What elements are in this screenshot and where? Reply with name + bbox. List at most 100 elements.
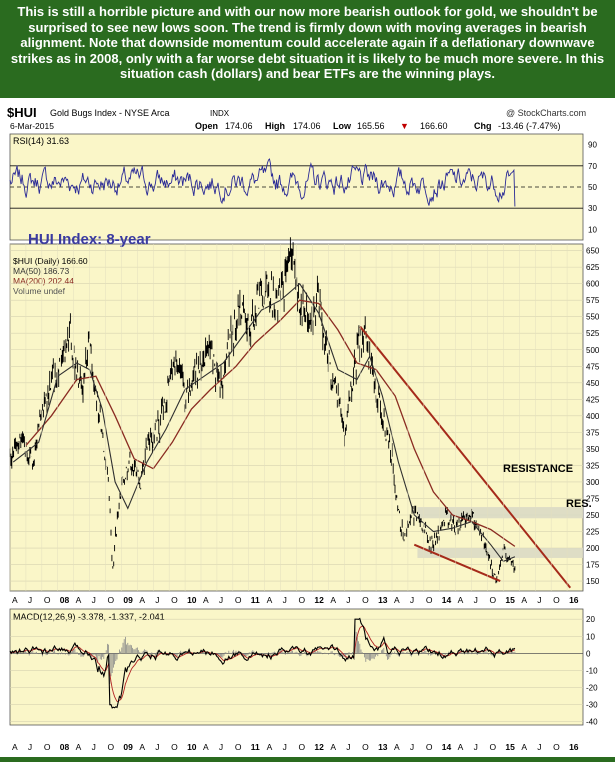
rsi-tick-label: 30 — [588, 204, 597, 213]
chg-value: -13.46 (-7.47%) — [498, 121, 561, 131]
macd-signal-line — [9, 625, 516, 702]
macd-x-tick-label: O — [490, 742, 497, 752]
symbol-label: $HUI — [7, 105, 37, 120]
legend-ma200: MA(200) 202.44 — [13, 276, 74, 286]
macd-x-tick-label: A — [203, 742, 209, 752]
macd-tick-label: 10 — [586, 632, 595, 641]
price-x-tick-label: J — [92, 595, 96, 605]
price-x-tick-label: 16 — [569, 595, 579, 605]
stockcharts-chart: $HUI Gold Bugs Index - NYSE Arca INDX @ … — [0, 98, 615, 757]
res-zone — [417, 548, 583, 558]
macd-tick-label: 0 — [586, 649, 591, 658]
price-x-tick-label: J — [474, 595, 478, 605]
rsi-title: RSI(14) 31.63 — [13, 136, 69, 146]
price-x-tick-label: J — [346, 595, 350, 605]
price-x-tick-label: O — [299, 595, 306, 605]
macd-x-tick-label: A — [394, 742, 400, 752]
macd-x-tick-label: O — [553, 742, 560, 752]
macd-x-tick-label: 08 — [60, 742, 70, 752]
macd-x-tick-label: A — [521, 742, 527, 752]
price-x-tick-label: A — [76, 595, 82, 605]
price-x-tick-label: O — [171, 595, 178, 605]
price-chart-title: HUI Index: 8-year — [28, 231, 151, 248]
price-tick-label: 175 — [586, 561, 600, 570]
price-tick-label: 350 — [586, 445, 600, 454]
price-tick-label: 525 — [586, 329, 600, 338]
macd-line — [9, 617, 516, 709]
legend-volume: Volume undef — [13, 286, 66, 296]
price-x-tick-label: 13 — [378, 595, 388, 605]
macd-x-tick-label: 15 — [505, 742, 515, 752]
price-tick-label: 275 — [586, 494, 600, 503]
price-x-tick-label: 12 — [314, 595, 324, 605]
price-x-tick-label: 11 — [251, 595, 260, 605]
price-tick-label: 225 — [586, 528, 600, 537]
price-tick-label: 500 — [586, 346, 600, 355]
macd-x-tick-label: A — [267, 742, 273, 752]
price-tick-label: 425 — [586, 395, 600, 404]
price-tick-label: 250 — [586, 511, 600, 520]
macd-x-tick-label: J — [92, 742, 96, 752]
price-x-tick-label: O — [553, 595, 560, 605]
price-x-tick-label: 10 — [187, 595, 197, 605]
resistance-label: RESISTANCE — [503, 463, 573, 475]
macd-x-tick-label: 12 — [314, 742, 324, 752]
macd-x-tick-label: A — [330, 742, 336, 752]
price-x-tick-label: 08 — [60, 595, 70, 605]
macd-x-tick-label: O — [108, 742, 115, 752]
rsi-tick-label: 70 — [588, 162, 597, 171]
price-x-tick-label: O — [362, 595, 369, 605]
macd-panel — [9, 608, 584, 726]
price-tick-label: 600 — [586, 280, 600, 289]
price-tick-label: 400 — [586, 412, 600, 421]
price-x-tick-label: J — [283, 595, 287, 605]
price-x-tick-label: J — [28, 595, 32, 605]
macd-x-tick-label: 11 — [251, 742, 260, 752]
price-x-tick-label: J — [219, 595, 223, 605]
date-label: 6-Mar-2015 — [10, 121, 54, 131]
high-value: 174.06 — [293, 121, 321, 131]
legend-hui: $HUI (Daily) 166.60 — [13, 256, 88, 266]
macd-x-tick-label: J — [474, 742, 478, 752]
price-x-tick-label: 15 — [505, 595, 515, 605]
price-x-tick-label: A — [12, 595, 18, 605]
high-label: High — [265, 121, 285, 131]
macd-x-tick-label: O — [44, 742, 51, 752]
hui-chart: $HUI Gold Bugs Index - NYSE Arca INDX @ … — [7, 105, 600, 752]
macd-tick-label: -10 — [586, 666, 598, 675]
macd-x-tick-label: 09 — [123, 742, 133, 752]
price-x-tick-label: J — [537, 595, 541, 605]
macd-x-tick-label: J — [537, 742, 541, 752]
price-x-tick-label: J — [410, 595, 414, 605]
price-x-tick-label: O — [426, 595, 433, 605]
macd-x-tick-label: O — [171, 742, 178, 752]
rsi-tick-label: 50 — [588, 183, 597, 192]
macd-x-tick-label: 16 — [569, 742, 579, 752]
chart-plot-layer: 90 70 50 30 10 650 625 600 575 550 525 500 475 450 425… — [9, 141, 600, 752]
resistance-zone — [417, 507, 583, 519]
macd-x-tick-label: O — [362, 742, 369, 752]
price-x-tick-label: A — [139, 595, 145, 605]
price-x-tick-label: A — [521, 595, 527, 605]
watermark-label: @ StockCharts.com — [506, 108, 586, 118]
macd-x-tick-label: O — [426, 742, 433, 752]
macd-title: MACD(12,26,9) -3.378, -1.337, -2.041 — [13, 612, 165, 622]
macd-x-tick-label: J — [410, 742, 414, 752]
macd-x-tick-label: 14 — [442, 742, 452, 752]
macd-x-tick-label: J — [346, 742, 350, 752]
chg-label: Chg — [474, 121, 492, 131]
down-arrow-icon: ▼ — [400, 121, 409, 131]
price-x-tick-label: A — [330, 595, 336, 605]
macd-tick-label: -20 — [586, 683, 598, 692]
price-x-tick-label: J — [155, 595, 159, 605]
price-tick-label: 150 — [586, 577, 600, 586]
price-x-tick-label: 09 — [123, 595, 133, 605]
price-tick-label: 550 — [586, 313, 600, 322]
price-tick-label: 625 — [586, 263, 600, 272]
price-tick-label: 325 — [586, 461, 600, 470]
low-label: Low — [333, 121, 352, 131]
macd-x-tick-label: J — [28, 742, 32, 752]
macd-x-tick-label: A — [76, 742, 82, 752]
open-label: Open — [195, 121, 218, 131]
macd-x-tick-label: J — [283, 742, 287, 752]
